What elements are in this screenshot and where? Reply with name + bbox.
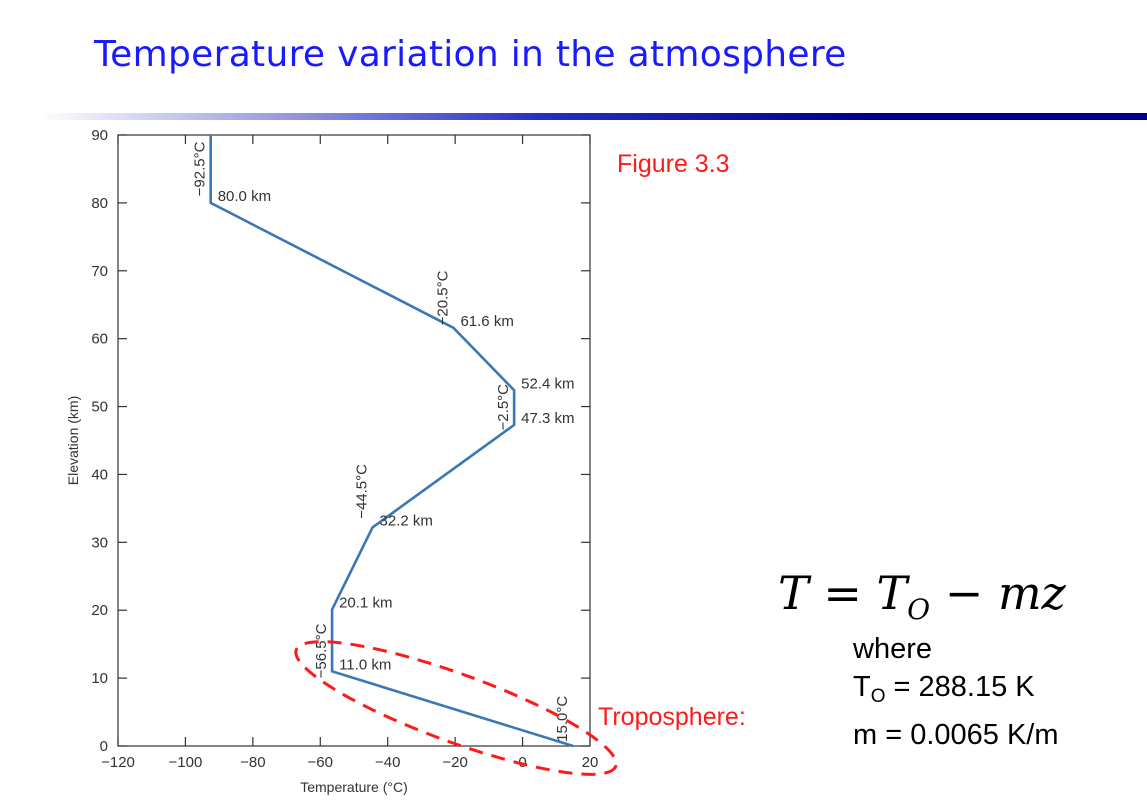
- title-rule: [38, 113, 1147, 120]
- altitude-label: 32.2 km: [380, 512, 433, 529]
- temperature-label: −2.5°C: [495, 384, 512, 431]
- y-tick-label: 60: [91, 331, 108, 348]
- formula-t-sub: O: [907, 593, 931, 626]
- formula-equals: =: [823, 566, 862, 620]
- altitude-label: 20.1 km: [339, 595, 392, 612]
- axes-layer: −120 −100 −80 −60 −40 −20 0 2001020304050607080…: [65, 127, 598, 795]
- troposphere-label: Troposphere:: [598, 703, 746, 731]
- y-tick-label: 30: [91, 534, 108, 551]
- temperature-profile-line: [209, 135, 574, 748]
- y-tick-label: 10: [91, 670, 108, 687]
- y-tick-label: 50: [91, 399, 108, 416]
- slide-title: Temperature variation in the atmosphere: [94, 34, 847, 75]
- t0-symbol: T: [853, 671, 871, 703]
- temperature-label: −92.5°C: [192, 141, 209, 196]
- x-tick-label: −40: [375, 754, 400, 771]
- troposphere-ellipse: [294, 640, 618, 776]
- formula-minus: −: [944, 566, 984, 620]
- figure-label: Figure 3.3: [617, 150, 730, 178]
- t0-sub: O: [870, 686, 886, 707]
- y-tick-label: 40: [91, 466, 108, 483]
- label-layer: 80.0 km 61.6 km 52.4 km 47.3 km 32.2 km 20.1 …: [192, 141, 575, 741]
- temperature-label: −56.5°C: [313, 623, 330, 678]
- t0-definition: TO = 288.15 K: [853, 668, 1059, 716]
- y-tick-label: 70: [91, 263, 108, 280]
- altitude-label: 80.0 km: [218, 188, 271, 205]
- t0-value: = 288.15 K: [885, 671, 1035, 703]
- temperature-label: 15.0°C: [554, 696, 571, 742]
- altitude-label: 61.6 km: [460, 313, 513, 330]
- altitude-label: 47.3 km: [521, 410, 574, 427]
- formula-rhs: mz: [997, 566, 1066, 620]
- formula-t: T: [876, 566, 908, 620]
- m-definition: m = 0.0065 K/m: [853, 719, 1059, 751]
- y-tick-label: 0: [100, 738, 108, 755]
- y-tick-label: 20: [91, 602, 108, 619]
- temperature-label: −20.5°C: [434, 270, 451, 325]
- formula-lhs: T: [778, 566, 809, 620]
- where-label: where: [853, 633, 932, 665]
- formula-definitions: where TO = 288.15 K m = 0.0065 K/m: [853, 630, 1059, 754]
- altitude-label: 11.0 km: [339, 656, 391, 673]
- formula: T = TO − mz: [778, 566, 1066, 626]
- x-axis-label: Temperature (°C): [300, 779, 408, 795]
- x-tick-label: −100: [169, 754, 203, 771]
- y-tick-label: 80: [91, 195, 108, 212]
- x-tick-label: −120: [101, 754, 135, 771]
- x-tick-label: −20: [442, 754, 467, 771]
- series-layer: [209, 134, 574, 748]
- temperature-label: −44.5°C: [354, 464, 371, 519]
- x-tick-label: −60: [308, 754, 333, 771]
- x-tick-label: −80: [240, 754, 265, 771]
- altitude-label: 52.4 km: [521, 375, 574, 392]
- x-tick-label: 20: [582, 754, 599, 771]
- y-axis-label: Elevation (km): [65, 396, 81, 485]
- plot-frame: [117, 134, 591, 747]
- y-tick-label: 90: [91, 127, 108, 144]
